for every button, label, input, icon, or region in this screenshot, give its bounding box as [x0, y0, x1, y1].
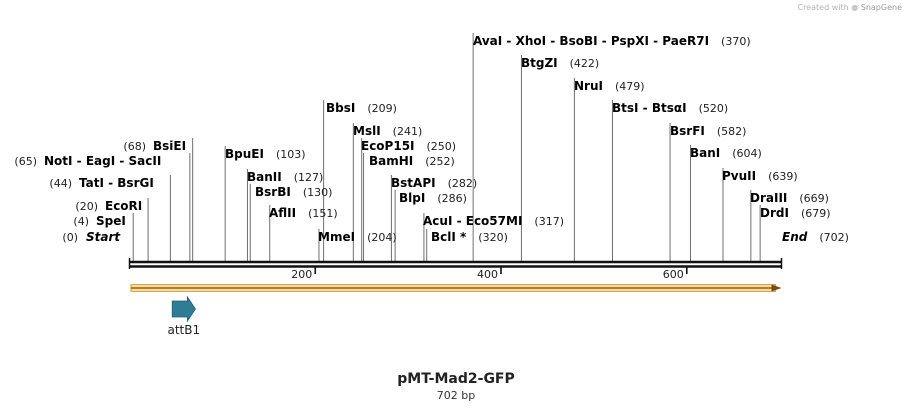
site-name-label: MslI — [353, 124, 381, 138]
site-name-label: BbsI — [326, 101, 355, 115]
site-position-label: (479) — [615, 80, 645, 93]
site-name-label: BanII — [247, 170, 282, 184]
site-name-label: BanI — [690, 146, 720, 160]
tick-label: 200 — [291, 268, 312, 281]
site-position-label: (282) — [448, 177, 478, 190]
feature-arrow-attb1 — [171, 295, 196, 323]
site-position-label: (669) — [799, 192, 829, 205]
tick-label: 600 — [663, 268, 684, 281]
site-name-label: DraIII — [750, 191, 787, 205]
tick-label: 400 — [477, 268, 498, 281]
site-name-label: Start — [86, 230, 121, 244]
site-name-label: BlpI — [399, 191, 425, 205]
site-position-label: (4) — [73, 215, 89, 228]
snapgene-credit: Created with ● SnapGene — [797, 3, 902, 12]
site-name-label: EcoP15I — [361, 139, 415, 153]
feature-label: attB1 — [168, 323, 201, 337]
site-position-label: (702) — [819, 231, 849, 244]
site-position-label: (679) — [801, 207, 831, 220]
site-position-label: (151) — [308, 207, 338, 220]
site-name-label: BamHI — [369, 154, 413, 168]
site-name-label: EcoRI — [105, 199, 142, 213]
snapgene-logo-icon: ● — [851, 3, 859, 12]
plasmid-length: 702 bp — [436, 389, 476, 402]
site-position-label: (241) — [393, 125, 423, 138]
site-labels: Start (0) SpeI (4) EcoRI (20) TatI - BsrGI (44)… — [14, 34, 849, 244]
site-name-label: BsiEI — [153, 139, 186, 153]
site-position-label: (68) — [123, 140, 146, 153]
site-name-label: DrdI — [760, 206, 789, 220]
site-position-label: (639) — [768, 170, 798, 183]
site-name-label: PvuII — [722, 169, 756, 183]
site-position-label: (320) — [478, 231, 508, 244]
site-name-label: MmeI — [318, 230, 355, 244]
site-position-label: (520) — [699, 102, 729, 115]
site-name-label: BtgZI — [521, 56, 558, 70]
credit-brand: SnapGene — [860, 3, 902, 12]
site-position-label: (204) — [367, 231, 397, 244]
site-position-label: (604) — [732, 147, 762, 160]
site-name-label: BclI * — [431, 230, 467, 244]
site-name-label: AflII — [269, 206, 296, 220]
credit-prefix: Created with — [797, 3, 849, 12]
site-name-label: BsrFI — [670, 124, 705, 138]
site-name-label: NruI — [574, 79, 603, 93]
site-position-label: (286) — [437, 192, 467, 205]
site-position-label: (209) — [367, 102, 397, 115]
orf-arrow — [130, 284, 782, 292]
site-name-label: SpeI — [96, 214, 126, 228]
orf-arrowhead — [771, 284, 782, 292]
site-name-label: BstAPI — [391, 176, 436, 190]
site-position-label: (130) — [303, 186, 333, 199]
site-position-label: (582) — [717, 125, 747, 138]
site-position-label: (44) — [49, 177, 72, 190]
site-name-label: BtsI - BtsαI — [612, 101, 687, 115]
site-position-label: (252) — [425, 155, 455, 168]
site-name-label: AvaI - XhoI - BsoBI - PspXI - PaeR7I — [473, 34, 709, 48]
site-position-label: (65) — [14, 155, 37, 168]
site-position-label: (370) — [721, 35, 751, 48]
site-position-label: (0) — [62, 231, 78, 244]
site-position-label: (250) — [427, 140, 457, 153]
site-name-label: BsrBI — [255, 185, 291, 199]
site-position-label: (422) — [570, 57, 600, 70]
feature-track: attB1 — [168, 295, 201, 337]
plasmid-name: pMT-Mad2-GFP — [397, 371, 515, 387]
site-name-label: TatI - BsrGI — [79, 176, 154, 190]
site-name-label: AcuI - Eco57MI — [423, 214, 522, 228]
site-position-label: (127) — [294, 171, 324, 184]
site-name-label: NotI - EagI - SacII — [44, 154, 161, 168]
site-name-label: BpuEI — [225, 147, 264, 161]
site-leader-lines — [132, 33, 761, 261]
site-name-label: End — [782, 230, 808, 244]
site-position-label: (20) — [75, 200, 98, 213]
site-position-label: (317) — [534, 215, 564, 228]
site-position-label: (103) — [276, 148, 306, 161]
ruler-ticks: 200 400 600 — [291, 266, 688, 281]
